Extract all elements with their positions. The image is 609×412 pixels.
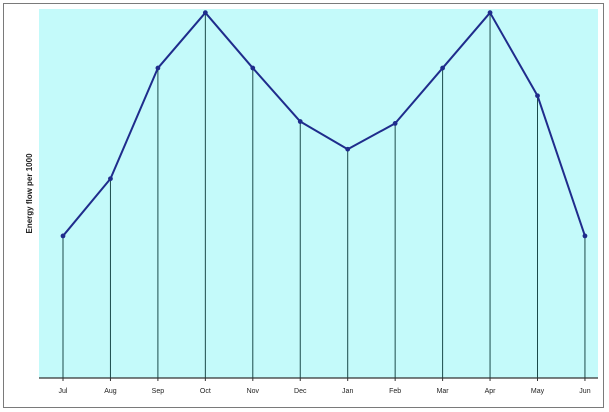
x-tick-label-nov: Nov xyxy=(247,388,260,395)
x-tick-label-mar: Mar xyxy=(437,388,450,395)
data-point-sep xyxy=(156,66,161,71)
x-tick-label-feb: Feb xyxy=(389,388,401,395)
data-point-dec xyxy=(298,119,303,124)
line-chart: Jul Aug Sep Oct Nov Dec Jan Feb Mar Apr May Jun Ene… xyxy=(4,4,605,409)
chart-frame: Jul Aug Sep Oct Nov Dec Jan Feb Mar Apr May Jun Ene… xyxy=(3,3,604,408)
x-tick-label-sep: Sep xyxy=(152,388,165,395)
data-point-aug xyxy=(108,176,113,181)
x-tick-labels: Jul Aug Sep Oct Nov Dec Jan Feb Mar Apr May Jun xyxy=(59,388,591,395)
data-point-oct xyxy=(203,10,208,15)
x-tick-label-jun: Jun xyxy=(579,388,590,395)
data-point-jan xyxy=(345,147,350,152)
x-tick-label-dec: Dec xyxy=(294,388,307,395)
data-point-jun xyxy=(583,234,588,239)
x-tick-label-may: May xyxy=(531,388,545,395)
data-point-jul xyxy=(61,234,66,239)
data-point-nov xyxy=(250,66,255,71)
x-tick-label-oct: Oct xyxy=(200,388,211,395)
x-tick-label-jan: Jan xyxy=(342,388,353,395)
x-tick-label-aug: Aug xyxy=(104,388,117,395)
x-tick-label-apr: Apr xyxy=(485,388,497,395)
y-axis-label: Energy flow per 1000 xyxy=(25,153,34,234)
data-point-may xyxy=(535,93,540,98)
data-point-mar xyxy=(440,66,445,71)
x-tick-label-jul: Jul xyxy=(59,388,68,395)
data-point-apr xyxy=(488,10,493,15)
data-point-feb xyxy=(393,121,398,126)
plot-area xyxy=(39,9,598,378)
